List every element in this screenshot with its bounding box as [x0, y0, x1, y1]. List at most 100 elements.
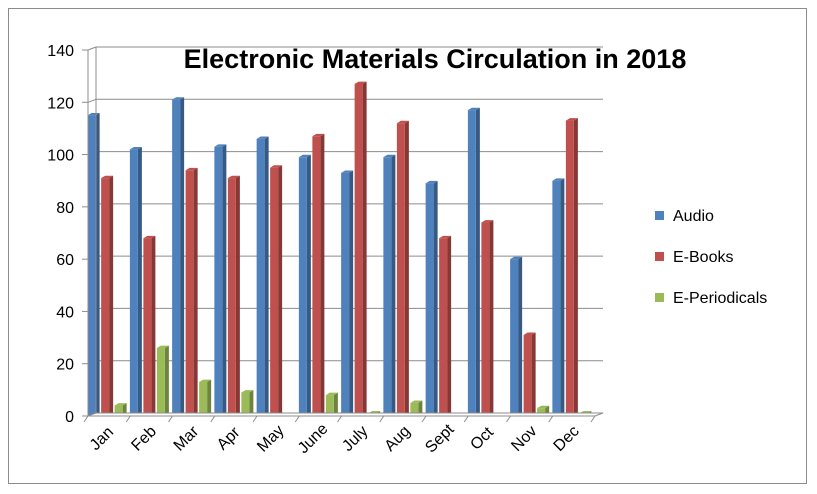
bar: [523, 334, 532, 416]
bar-top: [101, 175, 114, 179]
bar: [341, 172, 350, 416]
gridline-side: [87, 98, 97, 103]
bar-side: [531, 332, 536, 416]
bar: [199, 382, 208, 416]
legend-label: E-Books: [673, 249, 733, 266]
bar-top: [87, 112, 100, 116]
bar-side: [137, 146, 142, 416]
axes: [87, 47, 604, 417]
x-tick-mark: [548, 415, 554, 423]
bar-side: [95, 112, 100, 416]
x-tick-mark: [168, 415, 173, 423]
y-axis-ticks: 0 20 40 60 80 100 120 140: [47, 43, 88, 426]
bar: [114, 405, 123, 416]
legend: Audio E-Books E-Periodicals: [655, 208, 767, 307]
legend-swatch: [655, 211, 664, 220]
bar: [156, 348, 165, 416]
bar: [425, 183, 434, 416]
bar: [256, 138, 265, 416]
x-tick-mark: [337, 415, 342, 423]
bar-top: [481, 220, 494, 223]
x-tick-mark: [463, 415, 469, 423]
x-tick-mark: [252, 415, 258, 423]
x-tick-label: Sept: [422, 421, 458, 457]
bar-top: [256, 136, 269, 139]
bar-top: [383, 154, 396, 158]
gridline-side: [87, 46, 97, 51]
bar-side: [333, 392, 338, 416]
bar-top: [241, 390, 254, 393]
bar-top: [227, 175, 240, 179]
bar-top: [341, 170, 354, 173]
bar-side: [180, 97, 185, 417]
bar-side: [475, 107, 480, 416]
bar: [467, 110, 476, 416]
bar-top: [156, 345, 169, 349]
bar-side: [249, 390, 254, 416]
x-tick-mark: [125, 415, 131, 423]
bar-side: [404, 120, 409, 417]
bar-top: [537, 405, 550, 409]
x-tick-label: Apr: [214, 424, 244, 454]
bar-top: [396, 120, 409, 124]
bar: [214, 146, 223, 416]
x-tick-mark: [210, 415, 216, 423]
bar: [129, 149, 138, 417]
x-tick-mark: [590, 415, 596, 423]
bar-top: [523, 332, 536, 335]
bar: [396, 123, 405, 416]
bar-top: [439, 235, 452, 239]
x-tick-label: Oct: [467, 424, 497, 454]
y-tick-label: 120: [47, 95, 74, 112]
x-tick-label: Dec: [551, 423, 583, 455]
y-tick-label: 80: [56, 200, 74, 217]
y-tick-label: 100: [47, 148, 74, 165]
x-tick-label: July: [339, 423, 371, 455]
chart-title: Electronic Materials Circulation in 2018: [184, 44, 687, 74]
y-tick-label: 20: [56, 357, 74, 374]
bar-top: [325, 392, 338, 396]
bar-top: [467, 107, 480, 111]
bar: [101, 178, 110, 416]
bar: [354, 83, 363, 416]
bar: [383, 157, 392, 416]
bar-side: [433, 180, 438, 416]
bar: [481, 222, 490, 416]
bar-side: [447, 235, 452, 416]
y-tick-label: 40: [56, 304, 74, 321]
bar-top: [270, 165, 283, 168]
bar-side: [306, 154, 311, 417]
bar-top: [565, 118, 578, 121]
y-tick-label: 60: [56, 252, 74, 269]
bar-top: [425, 180, 438, 184]
x-tick-label: Aug: [382, 423, 414, 455]
bar-side: [109, 175, 114, 416]
x-tick-mark: [379, 415, 385, 423]
x-tick-mark: [83, 415, 89, 423]
bar-side: [391, 154, 396, 417]
x-tick-label: Jan: [87, 424, 117, 454]
bar-top: [410, 400, 423, 403]
y-tick-label: 140: [47, 43, 74, 60]
bar-side: [518, 256, 523, 416]
bar-top: [114, 403, 127, 406]
bar-side: [164, 345, 169, 416]
x-tick-mark: [506, 415, 511, 423]
bar: [185, 170, 194, 416]
x-tick-label: May: [254, 422, 287, 455]
bar-side: [418, 400, 423, 416]
bar-side: [207, 379, 212, 416]
bar-side: [489, 220, 494, 416]
bar-top: [172, 97, 185, 100]
bar: [143, 238, 152, 416]
x-tick-mark: [294, 415, 300, 423]
bar-top: [298, 154, 311, 158]
bar: [298, 157, 307, 416]
bar: [510, 259, 519, 416]
bar-side: [264, 136, 269, 416]
bar: [565, 120, 574, 416]
bar-side: [193, 167, 198, 416]
bar-top: [552, 178, 565, 181]
bar: [270, 167, 279, 416]
x-tick-label: Mar: [171, 423, 203, 455]
